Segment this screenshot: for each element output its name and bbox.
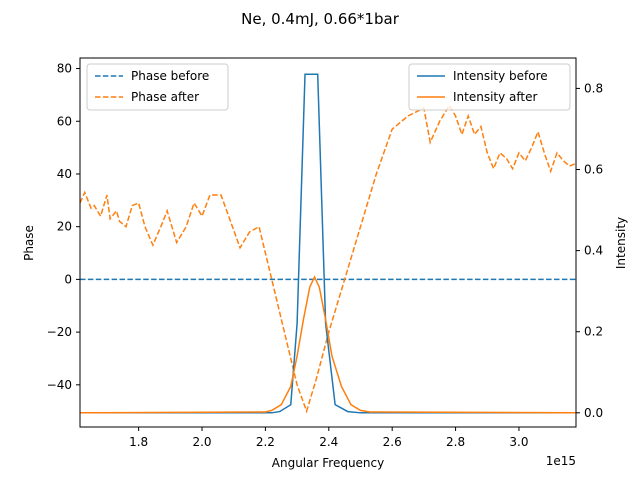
y-tick-label-left: 60 [57, 114, 72, 128]
y-tick-label-right: 0.6 [584, 163, 603, 177]
axes-frame [79, 57, 577, 428]
series-line-1 [80, 103, 576, 414]
x-tick-label: 1.8 [129, 435, 148, 449]
x-axis-label: Angular Frequency [272, 456, 384, 470]
x-tick-label: 2.2 [256, 435, 275, 449]
legend-intensity: Intensity before Intensity after [408, 63, 571, 111]
y-tick-label-right: 0.4 [584, 244, 603, 258]
axes-layer: 1.8 2.0 2.2 2.4 2.6 2.8 3.0 −40 −20 0 20 40 60 80 0.0 0… [47, 57, 603, 449]
legend-entry-label: Phase after [131, 90, 199, 104]
y-tick-label-right: 0.2 [584, 325, 603, 339]
legend-entry-label: Phase before [131, 69, 209, 83]
chart-title: Ne, 0.4mJ, 0.66*1bar [241, 10, 400, 28]
x-tick-label: 3.0 [509, 435, 528, 449]
y-tick-label-left: −20 [47, 325, 72, 339]
x-tick-label: 2.6 [383, 435, 402, 449]
legend-entry-label: Intensity before [453, 69, 548, 83]
y-tick-label-right: 0.0 [584, 406, 603, 420]
x-offset-text: 1e15 [546, 454, 576, 468]
y-tick-label-right: 0.8 [584, 81, 603, 95]
legend-phase: Phase before Phase after [86, 63, 229, 111]
x-tick-label: 2.0 [192, 435, 211, 449]
y-tick-label-left: −40 [47, 378, 72, 392]
y-tick-label-left: 0 [64, 272, 72, 286]
legend-entry-label: Intensity after [453, 90, 538, 104]
x-tick-label: 2.8 [446, 435, 465, 449]
plot-area [80, 73, 576, 414]
legend-box [408, 63, 571, 111]
y-tick-label-left: 20 [57, 220, 72, 234]
y-axis-label-right: Intensity [614, 217, 628, 269]
y-tick-label-left: 80 [57, 62, 72, 76]
series-line-2 [80, 73, 576, 414]
y-axis-label-left: Phase [22, 225, 36, 261]
x-tick-label: 2.4 [319, 435, 338, 449]
series-line-3 [80, 275, 576, 414]
y-tick-label-left: 40 [57, 167, 72, 181]
